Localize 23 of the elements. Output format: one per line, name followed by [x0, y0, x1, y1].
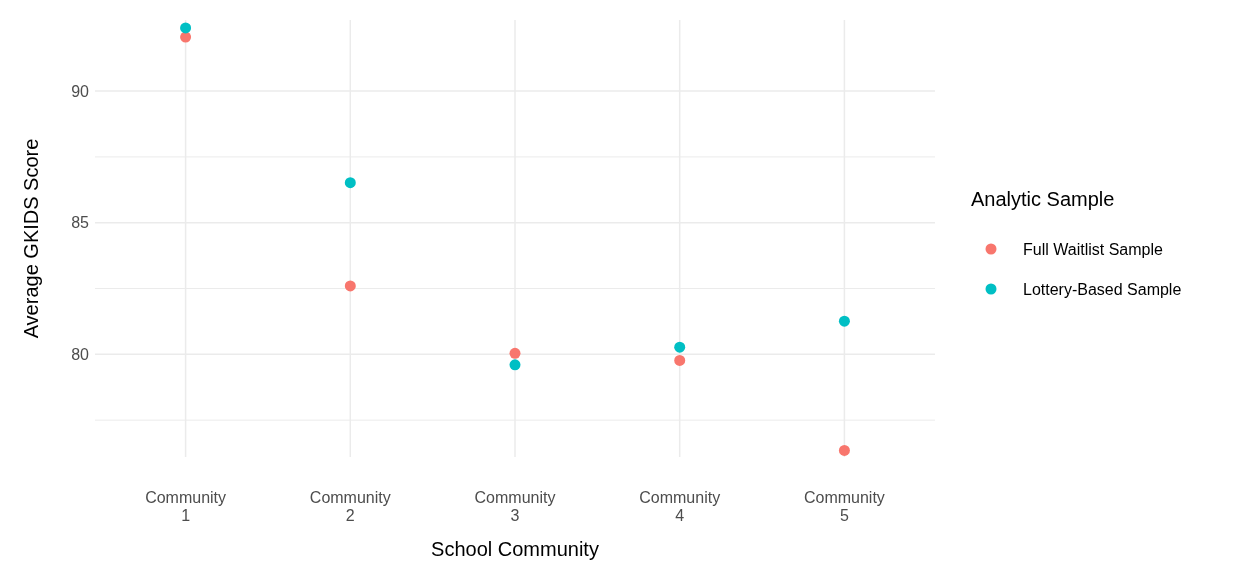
point — [180, 31, 192, 43]
point — [509, 347, 521, 359]
x-tick-label: Community 1 — [145, 489, 227, 524]
point — [838, 444, 850, 456]
x-tick-label: Community 3 — [474, 489, 556, 524]
x-tick-label: Community 5 — [803, 489, 885, 524]
x-tick-label: Community 4 — [639, 489, 721, 524]
y-tick-label: 85 — [71, 214, 90, 232]
point — [838, 315, 850, 327]
y-tick-label: 90 — [71, 82, 90, 100]
legend-label: Lottery-Based Sample — [1023, 280, 1182, 298]
legend-title: Analytic Sample — [971, 188, 1115, 210]
x-axis-title: School Community — [431, 538, 599, 560]
point — [344, 177, 356, 189]
y-axis-title: Average GKIDS Score — [20, 138, 42, 339]
x-tick-label: Community 2 — [309, 489, 391, 524]
point — [344, 280, 356, 292]
legend-label: Full Waitlist Sample — [1023, 240, 1163, 258]
point — [180, 22, 192, 34]
point — [674, 354, 686, 366]
point — [674, 341, 686, 353]
point — [509, 359, 521, 371]
y-tick-label: 80 — [71, 345, 90, 363]
